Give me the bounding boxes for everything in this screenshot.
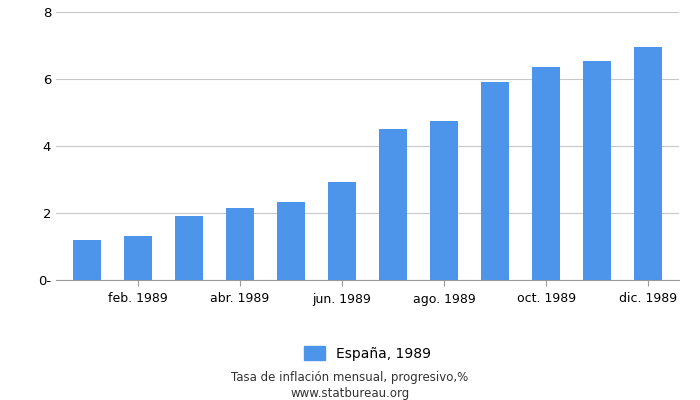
Bar bbox=[481, 82, 509, 280]
Bar bbox=[532, 67, 560, 280]
Legend: España, 1989: España, 1989 bbox=[304, 346, 431, 361]
Text: www.statbureau.org: www.statbureau.org bbox=[290, 388, 410, 400]
Bar bbox=[634, 47, 662, 280]
Bar bbox=[430, 121, 458, 280]
Bar bbox=[124, 236, 152, 280]
Bar bbox=[328, 182, 356, 280]
Bar bbox=[175, 216, 203, 280]
Text: Tasa de inflación mensual, progresivo,%: Tasa de inflación mensual, progresivo,% bbox=[232, 372, 468, 384]
Bar bbox=[583, 60, 611, 280]
Bar bbox=[379, 129, 407, 280]
Bar bbox=[226, 208, 254, 280]
Bar bbox=[73, 240, 101, 280]
Bar bbox=[277, 202, 305, 280]
